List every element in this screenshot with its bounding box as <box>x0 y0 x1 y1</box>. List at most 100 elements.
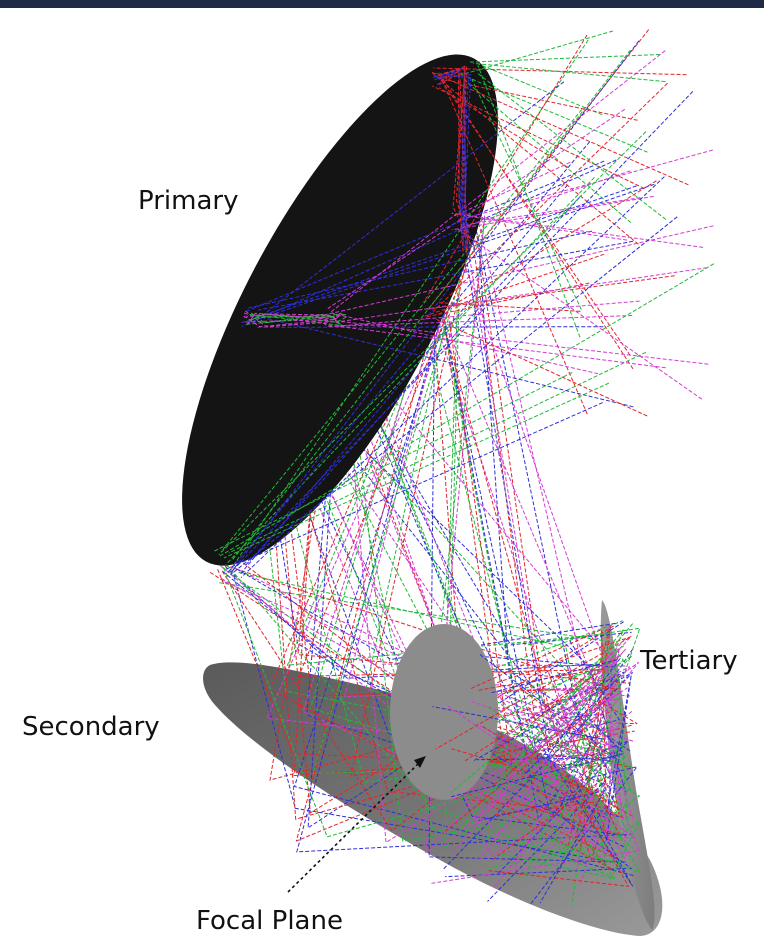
reflected-ray <box>296 216 632 853</box>
secondary-label: Secondary <box>22 712 160 742</box>
reflected-ray <box>302 323 619 855</box>
focal-ray <box>453 648 627 853</box>
focal-ray <box>558 713 606 806</box>
reflected-ray <box>236 568 618 660</box>
incoming-ray <box>434 318 648 417</box>
focal-ray <box>441 699 606 845</box>
focal-ray <box>488 705 630 887</box>
incoming-ray <box>458 149 713 221</box>
incoming-ray <box>451 195 654 231</box>
incoming-ray <box>424 253 605 317</box>
incoming-ray <box>463 215 628 241</box>
incoming-ray <box>230 39 589 570</box>
reflected-ray <box>478 223 634 819</box>
incoming-ray <box>477 73 667 220</box>
surface-ray <box>243 313 343 328</box>
incoming-ray <box>240 176 665 578</box>
focal-ray <box>493 724 620 888</box>
focal-ray <box>529 765 639 906</box>
reflected-ray <box>444 327 607 826</box>
incoming-ray <box>230 216 678 575</box>
surface-ray <box>434 72 470 246</box>
reflected-ray <box>443 327 609 862</box>
reflected-ray <box>222 570 620 792</box>
incoming-ray <box>225 402 603 570</box>
incoming-ray <box>471 79 582 310</box>
incoming-ray <box>423 34 588 303</box>
focal-plane <box>390 624 498 800</box>
tertiary-label: Tertiary <box>640 646 738 676</box>
incoming-ray <box>232 91 694 571</box>
reflected-ray <box>437 327 613 846</box>
focal-ray <box>479 653 618 816</box>
focal-ray <box>527 627 641 818</box>
top-bar <box>0 0 764 8</box>
focal-ray <box>491 658 621 761</box>
focal-ray <box>443 671 634 870</box>
focal-ray <box>597 700 638 725</box>
reflected-ray <box>212 560 610 840</box>
focal-ray <box>470 628 607 815</box>
incoming-ray <box>451 212 704 248</box>
focal-ray <box>483 691 611 841</box>
reflected-ray <box>319 324 632 646</box>
light-rays-front <box>213 29 715 578</box>
focal-ray <box>435 636 632 750</box>
reflected-ray <box>233 567 631 697</box>
focal-ray <box>497 740 629 874</box>
focal-ray <box>518 639 624 760</box>
reflected-ray <box>346 336 627 842</box>
incoming-ray <box>240 185 637 324</box>
surface-ray <box>438 67 473 247</box>
reflected-ray <box>295 311 612 842</box>
reflected-ray <box>266 313 610 757</box>
focal-ray <box>513 647 620 872</box>
reflected-ray <box>350 240 635 777</box>
focal-ray <box>536 739 634 887</box>
reflected-ray <box>253 344 627 796</box>
incoming-ray <box>326 315 633 328</box>
incoming-ray <box>218 131 647 555</box>
incoming-ray <box>437 77 638 121</box>
focal-ray <box>471 701 615 767</box>
incoming-ray <box>241 159 617 327</box>
focal-ray <box>522 722 641 874</box>
focal-ray <box>445 704 636 839</box>
focal-ray <box>544 668 606 906</box>
focal-ray <box>492 655 633 797</box>
incoming-ray <box>223 382 610 559</box>
reflected-ray <box>455 239 612 682</box>
incoming-ray <box>477 65 581 338</box>
reflected-ray <box>218 556 621 838</box>
focal-ray <box>430 667 640 884</box>
reflected-ray <box>462 216 626 860</box>
focal-ray <box>503 749 618 868</box>
incoming-ray <box>334 320 709 365</box>
incoming-ray <box>213 371 573 552</box>
focal-ray <box>517 691 622 763</box>
incoming-ray <box>457 228 703 400</box>
surface-ray <box>248 313 349 323</box>
focal-ray <box>498 709 607 855</box>
incoming-ray <box>257 326 604 328</box>
incoming-ray <box>427 275 675 310</box>
incoming-ray <box>226 141 591 575</box>
focal-ray <box>478 789 606 904</box>
light-rays-top <box>430 625 641 906</box>
focal-ray <box>487 706 641 866</box>
surface-ray <box>437 71 469 254</box>
surface-ray <box>245 318 337 323</box>
reflected-ray <box>462 239 635 771</box>
incoming-ray <box>431 71 689 186</box>
focal-ray <box>491 672 617 787</box>
surface-ray <box>246 312 344 326</box>
incoming-ray <box>246 160 605 312</box>
reflected-ray <box>337 336 614 668</box>
incoming-ray <box>231 40 640 573</box>
reflected-ray <box>221 570 621 832</box>
focal-plane-pointer <box>287 759 423 893</box>
reflected-ray <box>233 575 614 863</box>
reflected-ray <box>448 314 627 820</box>
incoming-ray <box>461 77 632 223</box>
